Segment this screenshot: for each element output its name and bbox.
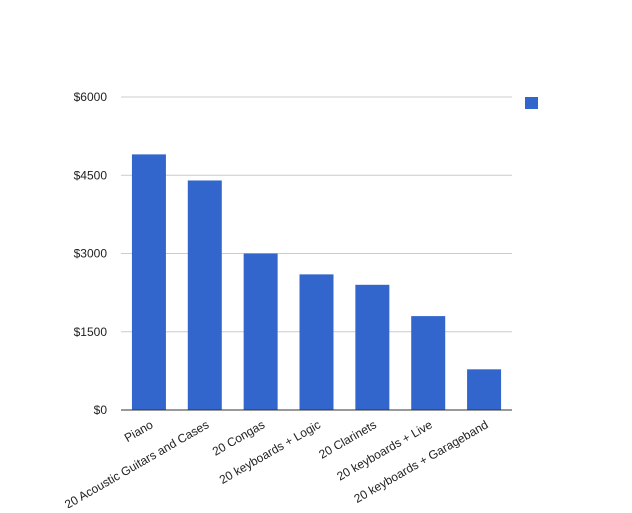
bar xyxy=(299,274,334,410)
legend-swatch xyxy=(525,97,538,109)
y-tick-label: $0 xyxy=(94,403,108,417)
y-tick-label: $4500 xyxy=(74,168,108,182)
y-tick-label: $3000 xyxy=(74,247,108,261)
bar xyxy=(131,154,166,410)
bar xyxy=(355,284,390,410)
bar xyxy=(467,369,502,410)
x-tick-label: Piano xyxy=(122,417,156,445)
bar xyxy=(187,180,222,410)
y-tick-label: $1500 xyxy=(74,325,108,339)
y-tick-label: $6000 xyxy=(74,90,108,104)
x-tick-label: 20 keyboards + Logic xyxy=(217,417,323,486)
bar xyxy=(243,253,278,410)
bars xyxy=(131,154,502,410)
bar xyxy=(411,316,446,410)
